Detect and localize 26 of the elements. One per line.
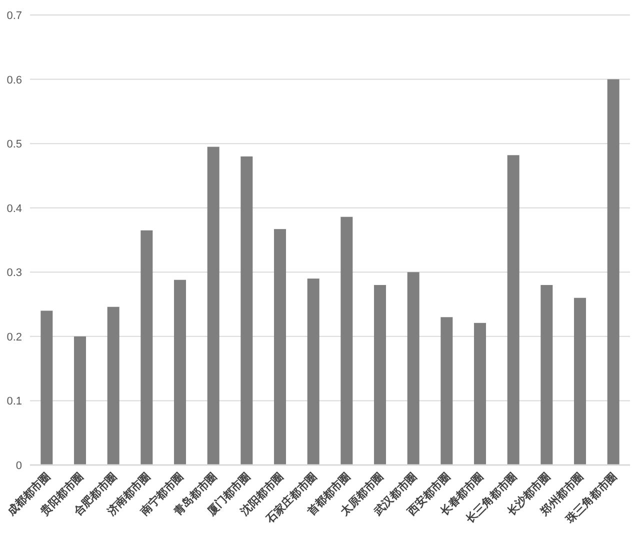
bar: [540, 285, 553, 465]
bar: [474, 322, 486, 465]
bar: [340, 216, 353, 465]
bar: [507, 155, 520, 465]
y-tick-label: 0.4: [6, 202, 22, 215]
bar: [40, 310, 53, 465]
y-tick-label: 0: [16, 460, 22, 472]
y-tick-label: 0.3: [6, 267, 22, 280]
bar: [74, 336, 86, 465]
bar: [240, 156, 253, 465]
bar: [274, 229, 286, 465]
y-tick-label: 0.2: [6, 331, 22, 344]
bar: [374, 285, 386, 465]
y-tick-label: 0.1: [6, 396, 22, 408]
bar: [307, 278, 320, 465]
bar: [574, 298, 586, 465]
bar: [107, 306, 120, 465]
bar: [440, 317, 453, 465]
y-tick-label: 0.5: [6, 138, 22, 151]
bar: [607, 79, 620, 465]
bar: [207, 146, 220, 465]
y-tick-label: 0.6: [6, 74, 22, 86]
y-tick-label: 0.7: [6, 10, 22, 22]
bar: [407, 272, 420, 465]
bar: [174, 280, 186, 465]
bar: [140, 230, 153, 465]
